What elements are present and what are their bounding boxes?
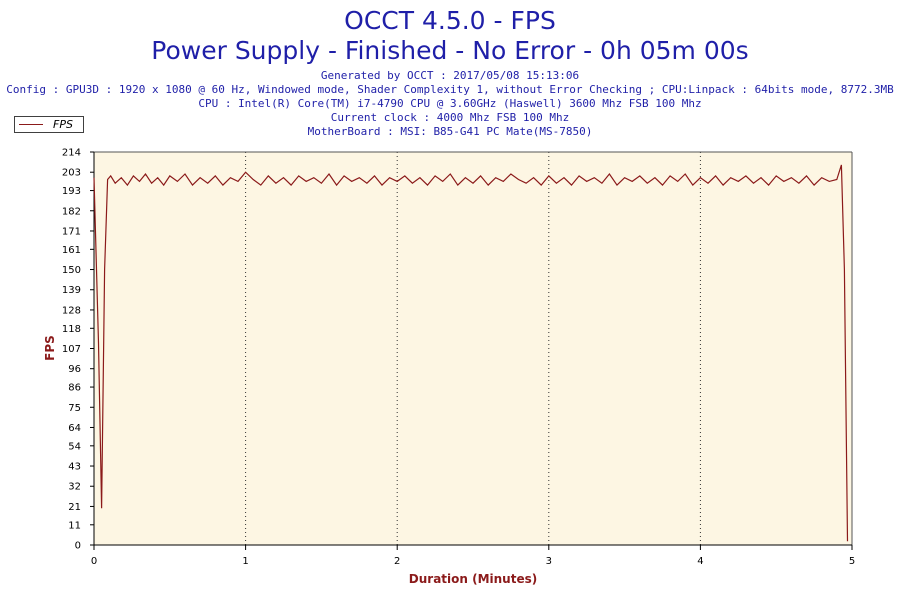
x-tick-label-4: 4 [697,556,703,567]
y-tick-label-0: 0 [75,541,81,552]
x-tick-label-2: 2 [394,556,400,567]
x-tick-label-0: 0 [91,556,97,567]
y-tick-label-2: 21 [68,502,81,513]
info-cpu: CPU : Intel(R) Core(TM) i7-4790 CPU @ 3.… [198,97,702,110]
y-tick-label-15: 161 [62,245,81,256]
legend-label-fps: FPS [53,118,73,131]
y-tick-label-9: 96 [68,364,81,375]
y-tick-label-5: 54 [68,441,81,452]
chart-title: OCCT 4.5.0 - FPS [344,6,556,35]
chart-subtitle: Power Supply - Finished - No Error - 0h … [151,36,749,65]
y-tick-label-17: 182 [62,206,81,217]
x-tick-label-5: 5 [849,556,855,567]
y-axis-label: FPS [43,335,57,361]
y-tick-label-16: 171 [62,226,81,237]
y-tick-label-3: 32 [68,482,81,493]
info-motherboard: MotherBoard : MSI: B85-G41 PC Mate(MS-78… [307,125,593,138]
y-tick-label-4: 43 [68,462,81,473]
chart-legend: FPS [14,116,84,133]
y-tick-label-19: 203 [62,168,81,179]
info-generated: Generated by OCCT : 2017/05/08 15:13:06 [320,69,580,82]
y-tick-label-14: 150 [62,265,81,276]
y-tick-label-7: 75 [68,403,81,414]
y-tick-label-8: 86 [68,383,81,394]
y-tick-label-11: 118 [62,324,81,335]
legend-swatch-fps [19,124,43,125]
y-tick-label-1: 11 [68,520,81,531]
info-config: Config : GPU3D : 1920 x 1080 @ 60 Hz, Wi… [6,83,894,96]
y-tick-label-12: 128 [62,305,81,316]
y-tick-label-20: 214 [62,148,81,159]
x-tick-label-3: 3 [546,556,552,567]
info-current-clock: Current clock : 4000 Mhz FSB 100 Mhz [330,111,570,124]
series-line-fps [93,164,849,542]
x-tick-label-1: 1 [242,556,248,567]
x-axis-label: Duration (Minutes) [409,572,537,586]
plot-area [94,152,852,545]
y-tick-label-6: 64 [68,423,81,434]
y-tick-label-10: 107 [62,344,81,355]
y-tick-label-13: 139 [62,285,81,296]
y-tick-label-18: 193 [62,186,81,197]
